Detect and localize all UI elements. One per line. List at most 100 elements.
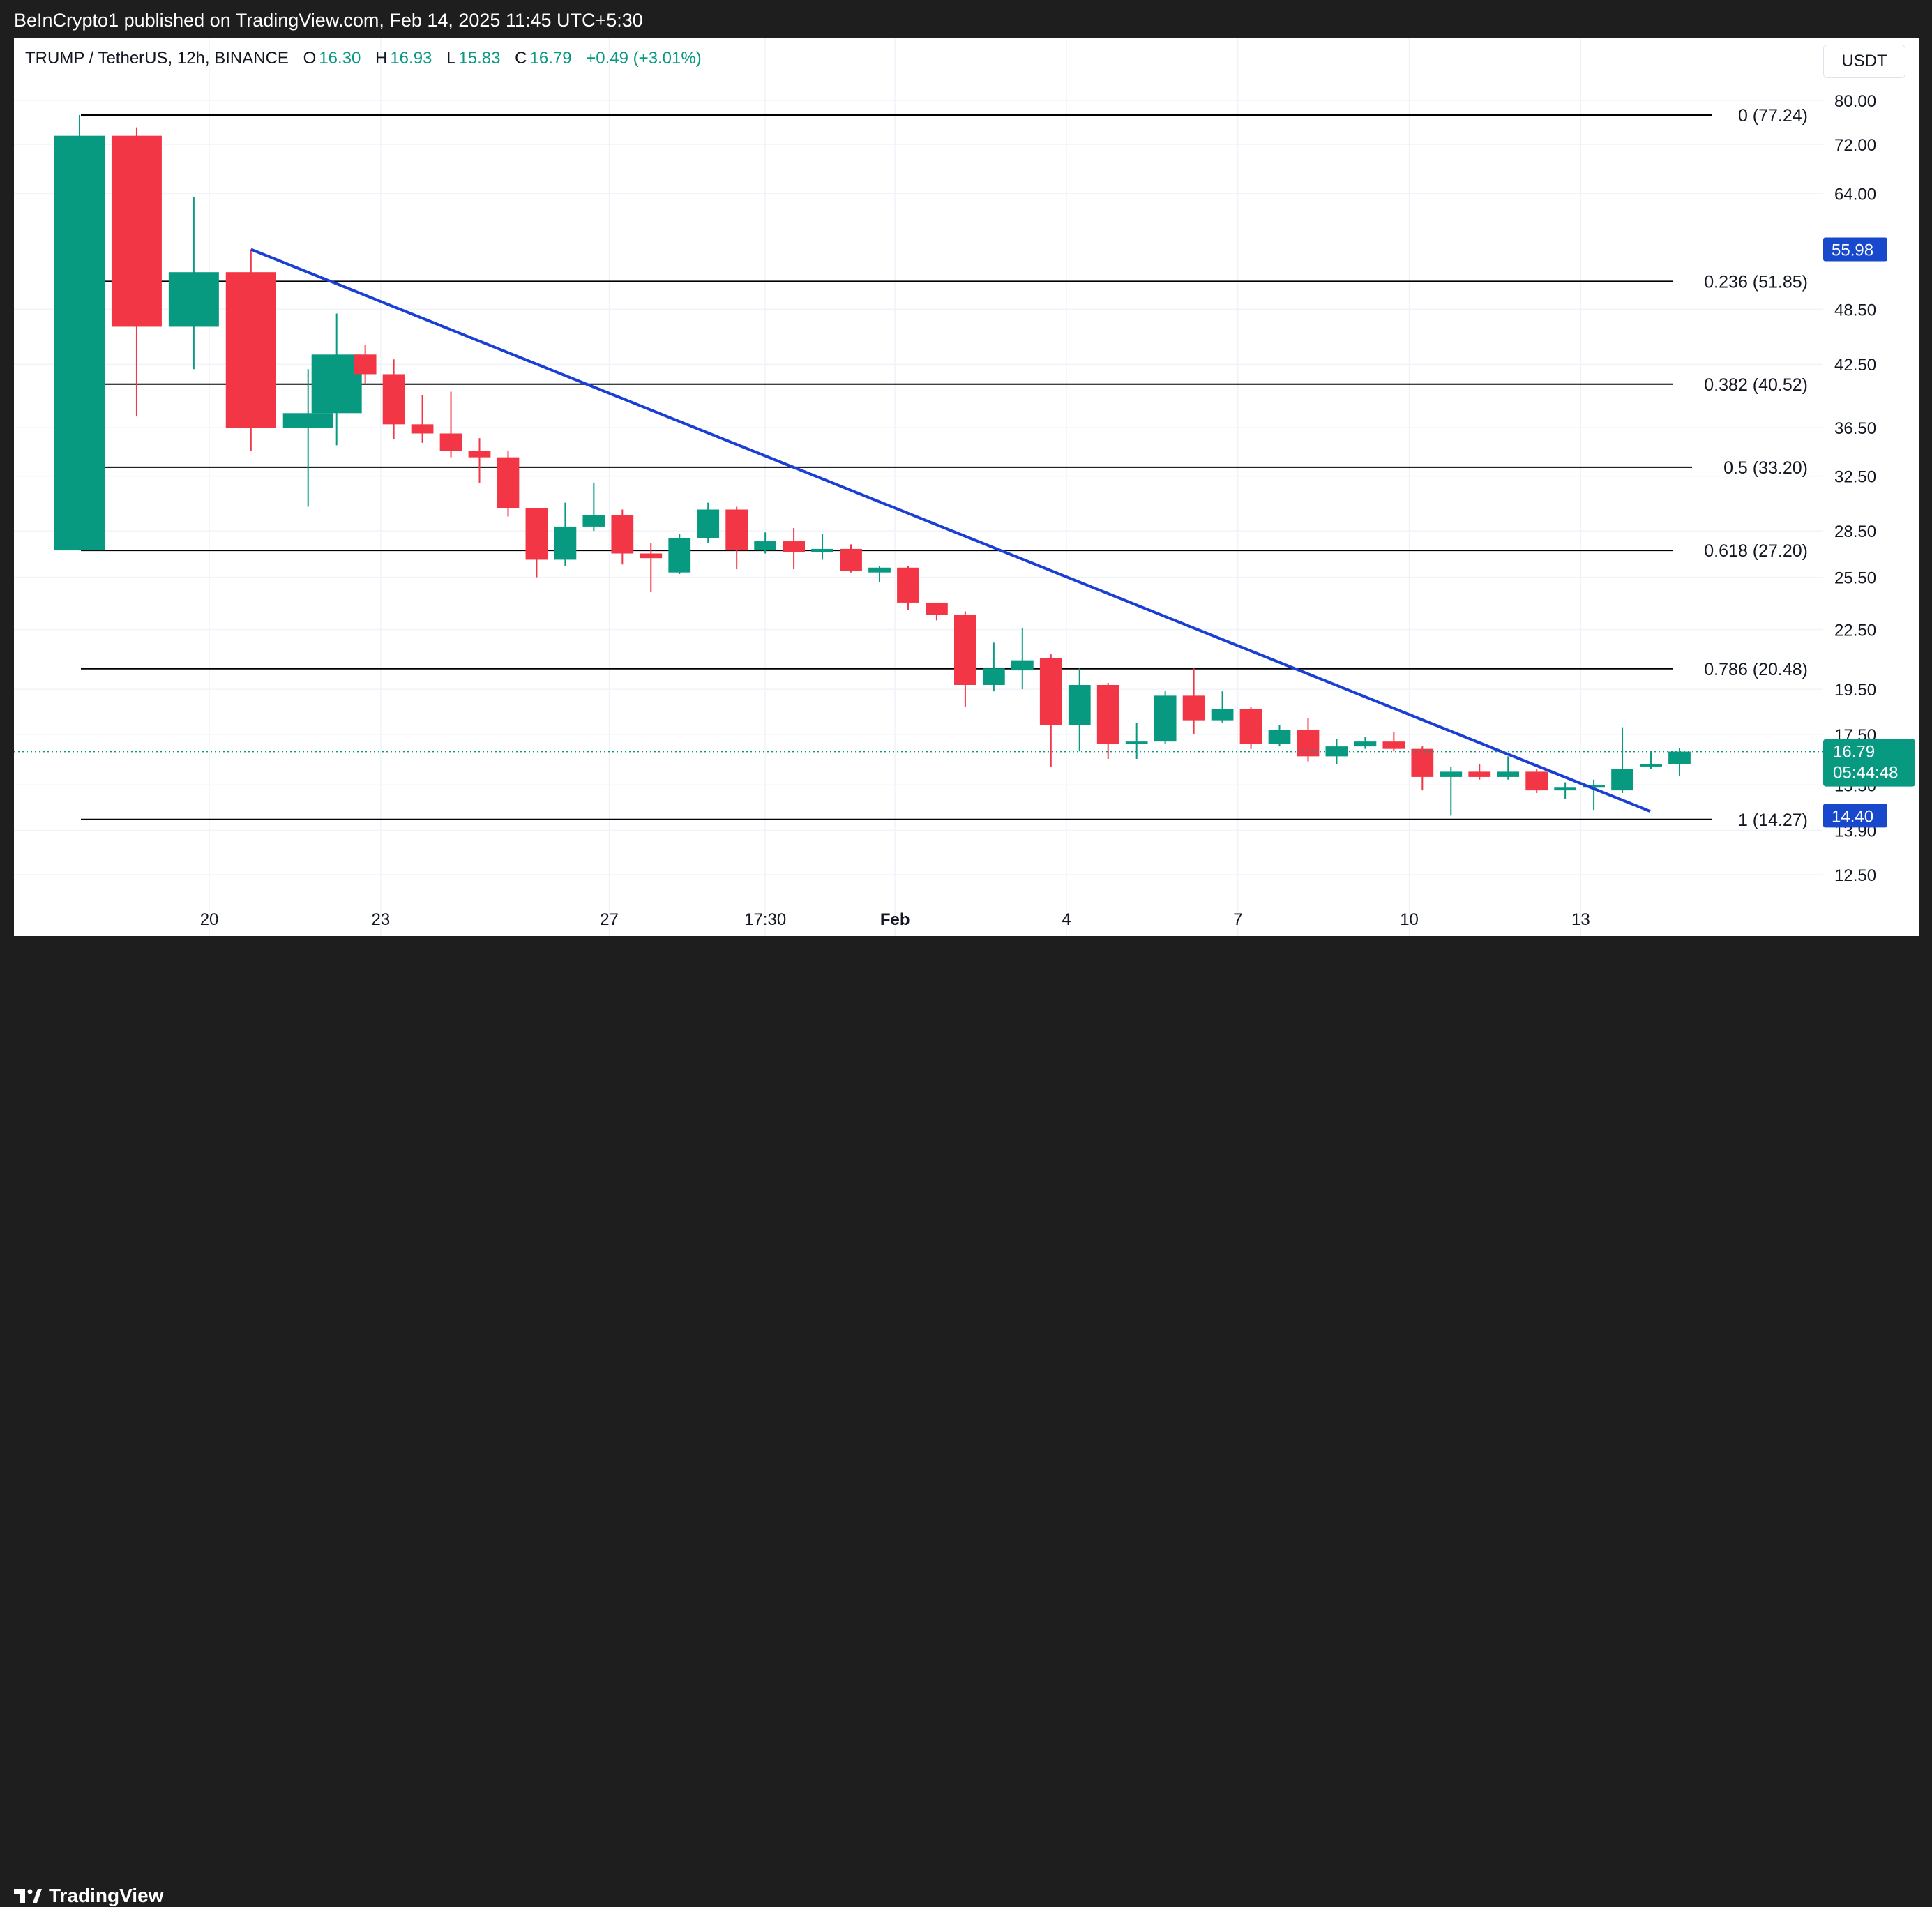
price-tag-label: 14.40 <box>1832 807 1873 826</box>
brand-name: TradingView <box>49 1885 164 1906</box>
candle-body[interactable] <box>1440 771 1463 777</box>
price-tick-label: 36.50 <box>1834 419 1876 438</box>
candle-body[interactable] <box>1125 741 1148 744</box>
candle-body[interactable] <box>725 509 748 551</box>
candle-body[interactable] <box>225 272 276 428</box>
fib-label-0.382: 0.382 (40.52) <box>1704 375 1808 395</box>
candle-body[interactable] <box>1268 730 1291 744</box>
candle-body[interactable] <box>525 508 548 560</box>
candles[interactable] <box>54 114 1691 816</box>
fib-label-0.236: 0.236 (51.85) <box>1704 272 1808 292</box>
candle-body[interactable] <box>754 541 777 551</box>
candle-body[interactable] <box>1211 709 1234 721</box>
candle-body[interactable] <box>840 548 862 571</box>
candle-body[interactable] <box>1611 769 1633 791</box>
candle-body[interactable] <box>1583 785 1605 788</box>
candle-body[interactable] <box>1068 684 1091 725</box>
fib-label-0.5: 0.5 (33.20) <box>1723 458 1808 478</box>
candle-body[interactable] <box>640 553 663 559</box>
price-tick-label: 25.50 <box>1834 569 1876 588</box>
fib-label-1: 1 (14.27) <box>1738 811 1808 830</box>
publisher-text: BeInCrypto1 published on TradingView.com… <box>14 10 643 31</box>
time-tick-label: 17:30 <box>744 910 786 929</box>
candle-body[interactable] <box>1096 684 1119 744</box>
candle-body[interactable] <box>1411 748 1434 777</box>
candle-body[interactable] <box>354 354 377 375</box>
price-axis[interactable]: 80.00 72.00 64.00 48.50 42.50 36.50 32.50 28.50… <box>1834 92 1876 885</box>
fib-label-0.786: 0.786 (20.48) <box>1704 660 1808 679</box>
grid-lines <box>14 38 1823 936</box>
chart-panel[interactable]: 0 (77.24) 0.236 (51.85) 0.382 (40.52) 0.5 (… <box>14 38 1919 936</box>
candle-body[interactable] <box>1525 771 1548 791</box>
trendline-layer <box>250 248 1651 813</box>
candle-body[interactable] <box>1554 787 1577 791</box>
candle-body[interactable] <box>982 668 1005 685</box>
time-tick-label: 23 <box>371 910 390 929</box>
time-axis[interactable]: 20 23 27 17:30 Feb 4 7 10 13 <box>200 910 1590 929</box>
candle-body[interactable] <box>1039 658 1062 725</box>
candle-body[interactable] <box>111 135 162 327</box>
price-tick-label: 19.50 <box>1834 681 1876 700</box>
time-tick-label: Feb <box>880 910 910 929</box>
price-tick-label: 12.50 <box>1834 866 1876 885</box>
candle-body[interactable] <box>1011 660 1034 671</box>
candle-body[interactable] <box>611 515 634 554</box>
time-tick-label: 4 <box>1062 910 1071 929</box>
currency-button[interactable]: USDT <box>1823 45 1905 78</box>
candle-body[interactable] <box>1382 741 1405 749</box>
tradingview-brand[interactable]: TradingView <box>14 1885 163 1907</box>
candle-body[interactable] <box>411 424 434 434</box>
candle-body[interactable] <box>897 567 919 603</box>
current-price-value: 16.79 <box>1833 743 1875 762</box>
fib-label-0: 0 (77.24) <box>1738 106 1808 126</box>
trendline[interactable] <box>250 248 1651 813</box>
candle-body[interactable] <box>554 526 577 560</box>
low-label: L <box>446 49 456 68</box>
price-tick-label: 22.50 <box>1834 621 1876 640</box>
candle-body[interactable] <box>54 135 105 551</box>
price-tick-label: 64.00 <box>1834 185 1876 204</box>
symbol-info[interactable]: TRUMP / TetherUS, 12h, BINANCE <box>25 49 289 68</box>
candlestick-chart[interactable]: 0 (77.24) 0.236 (51.85) 0.382 (40.52) 0.5 (… <box>14 38 1919 936</box>
price-tag-14.40 <box>1823 804 1887 828</box>
candle-body[interactable] <box>1354 741 1377 747</box>
candle-body[interactable] <box>954 615 976 685</box>
candle-body[interactable] <box>311 354 362 414</box>
footer-bar: TradingView <box>0 936 1932 1906</box>
candle-body[interactable] <box>868 567 891 573</box>
candle-body[interactable] <box>439 433 462 451</box>
candle-body[interactable] <box>1668 751 1691 764</box>
price-tags: 55.98 14.40 16.79 05:44:48 <box>1823 237 1915 828</box>
candle-body[interactable] <box>468 451 491 458</box>
change-value: +0.49 (+3.01%) <box>586 49 702 68</box>
candle-body[interactable] <box>668 538 691 573</box>
candle-body[interactable] <box>783 541 805 552</box>
price-tag-55.98 <box>1823 237 1887 262</box>
fib-label-0.618: 0.618 (27.20) <box>1704 541 1808 561</box>
candle-body[interactable] <box>811 548 833 552</box>
publisher-bar: BeInCrypto1 published on TradingView.com… <box>0 0 1932 38</box>
bar-countdown: 05:44:48 <box>1833 764 1898 783</box>
candle-body[interactable] <box>582 515 605 527</box>
candle-body[interactable] <box>168 272 219 327</box>
candle-body[interactable] <box>382 374 405 425</box>
candle-body[interactable] <box>1154 695 1177 742</box>
fibonacci-levels: 0 (77.24) 0.236 (51.85) 0.382 (40.52) 0.5 (… <box>81 106 1808 830</box>
candle-body[interactable] <box>1297 730 1320 757</box>
candle-body[interactable] <box>497 457 520 508</box>
price-tick-label: 80.00 <box>1834 92 1876 111</box>
candle-body[interactable] <box>1182 695 1205 721</box>
time-tick-label: 10 <box>1400 910 1419 929</box>
candle-body[interactable] <box>1239 709 1262 744</box>
candle-body[interactable] <box>282 413 333 428</box>
candle-body[interactable] <box>1497 771 1520 777</box>
candle-body[interactable] <box>1640 764 1662 767</box>
candle-body[interactable] <box>697 509 720 538</box>
candle-body[interactable] <box>1468 771 1491 777</box>
time-tick-label: 27 <box>600 910 619 929</box>
price-tick-label: 28.50 <box>1834 522 1876 541</box>
candle-body[interactable] <box>926 602 948 615</box>
price-tick-label: 72.00 <box>1834 136 1876 155</box>
price-tick-label: 32.50 <box>1834 468 1876 487</box>
